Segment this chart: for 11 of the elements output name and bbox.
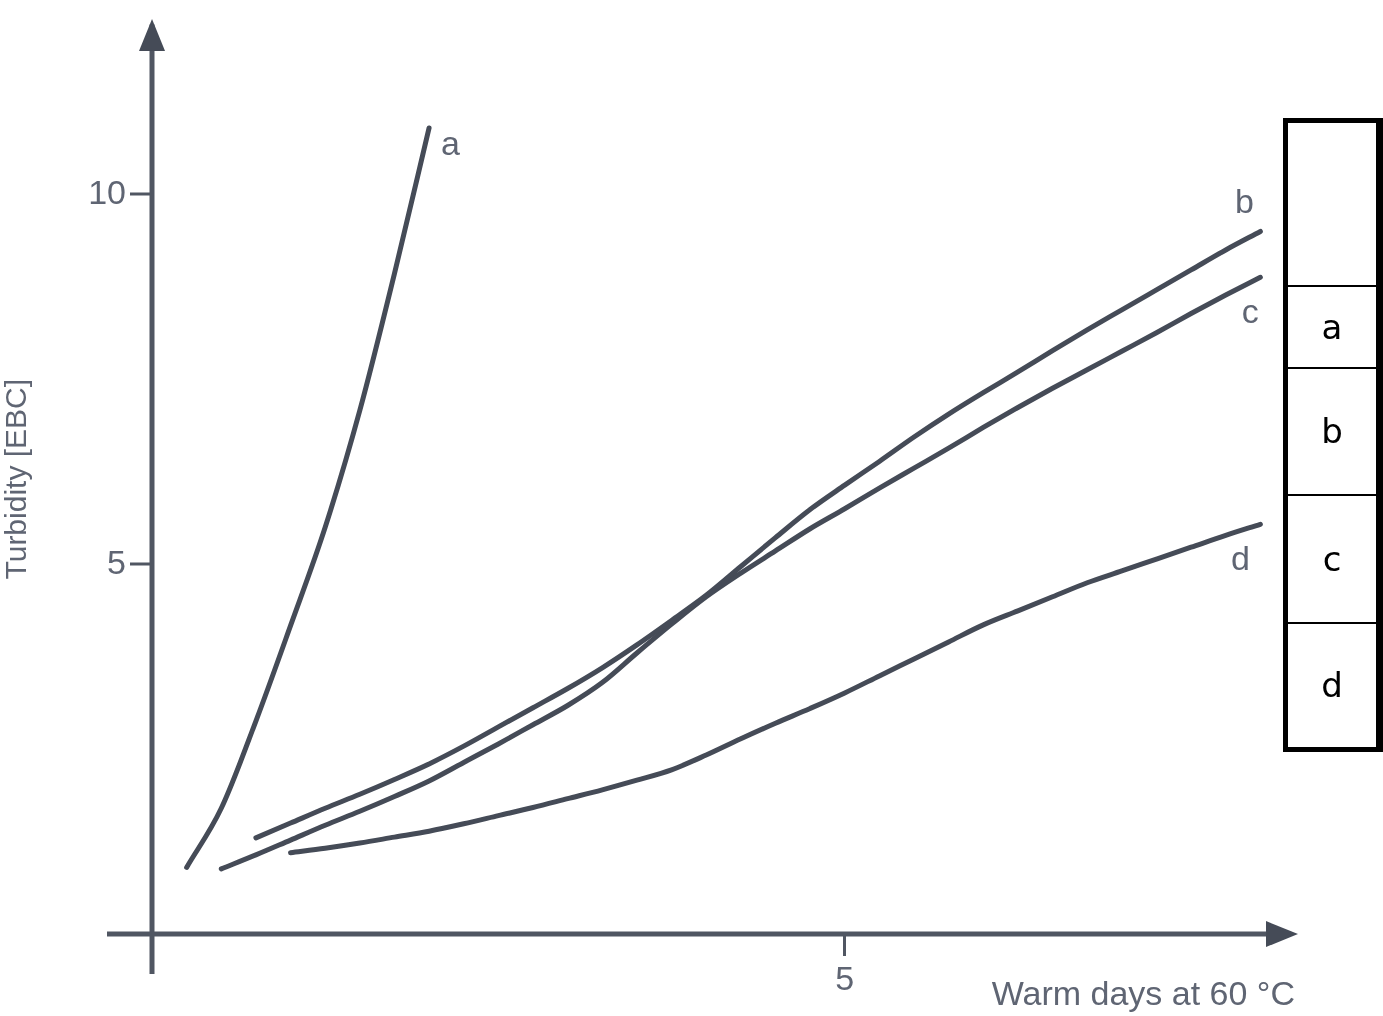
series-label: d — [1230, 538, 1250, 577]
series-label: c — [1241, 291, 1259, 330]
text: c — [1322, 538, 1342, 579]
series-label: b — [1234, 181, 1254, 220]
x-axis-title: Warm days at 60 °C — [991, 973, 1295, 1012]
y-tick-label: 10 — [88, 172, 126, 211]
text: b — [1321, 411, 1343, 451]
y-axis-title: Turbidity [EBC] — [0, 378, 33, 580]
text: a — [1321, 306, 1343, 347]
text: d — [1321, 665, 1343, 706]
series-label: a — [441, 124, 461, 163]
